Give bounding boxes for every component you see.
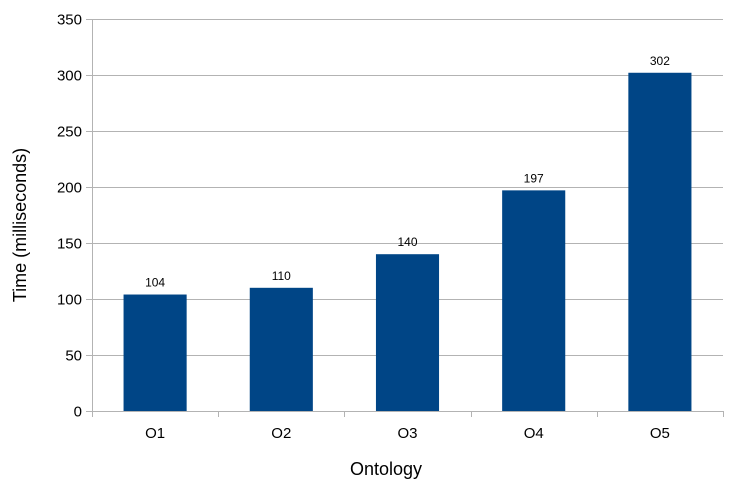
bar [123,294,187,411]
y-tick-label: 350 [57,12,82,29]
y-axis-title: Time (milliseconds) [10,148,30,302]
bar [502,190,566,411]
y-tick-label: 0 [74,404,82,421]
y-tick-label: 250 [57,124,82,141]
bar [375,254,440,411]
x-tick-label: O1 [145,425,165,442]
x-tick-label: O4 [524,425,544,442]
bar [249,287,313,411]
y-tick-label: 300 [57,68,82,85]
bar [628,72,692,411]
y-tick-label: 50 [65,348,82,365]
x-tick-label: O2 [271,425,291,442]
y-tick-label: 200 [57,180,82,197]
x-tick-label: O5 [650,425,670,442]
bars [123,72,692,411]
axes [92,19,724,417]
data-label: 104 [145,276,165,290]
y-tick-label: 100 [57,292,82,309]
y-tick-label: 150 [57,236,82,253]
x-axis-title: Ontology [350,459,422,479]
data-label: 302 [650,54,670,68]
data-label: 110 [272,269,291,283]
labels: 0 50 100 150 200 250 300 350 104 O1 110 O2 140 O3 197 O… [57,12,670,443]
x-tick-label: O3 [397,425,417,442]
data-label: 140 [397,235,417,249]
data-label: 197 [524,171,544,185]
